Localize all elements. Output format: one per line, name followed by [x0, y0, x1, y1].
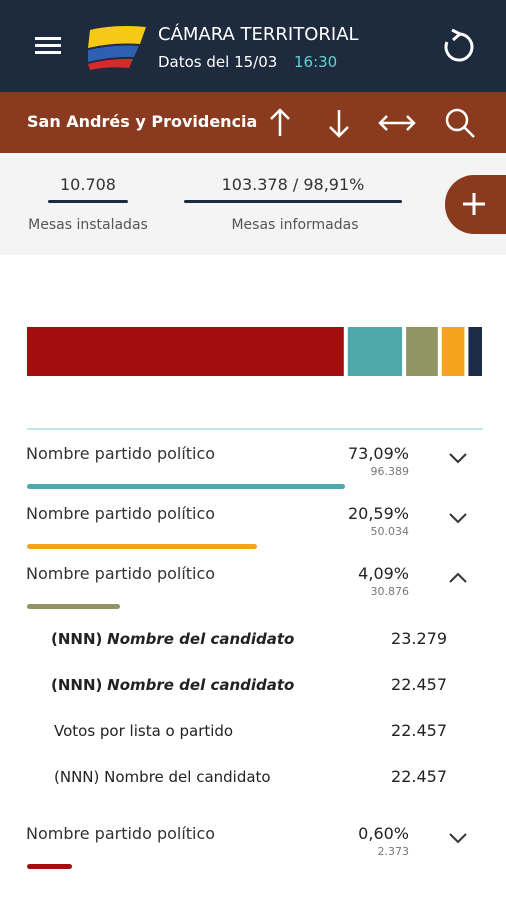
expand-toggle[interactable] [446, 450, 470, 466]
party-underline [27, 544, 257, 549]
stat-rule [48, 200, 128, 203]
summary-bar [27, 327, 482, 376]
time-label: 16:30 [294, 53, 338, 71]
candidate-name: (NNN) Nombre del candidato [54, 768, 271, 786]
party-underline [27, 484, 345, 489]
party-name: Nombre partido político [26, 564, 216, 583]
candidate-votes: 22.457 [391, 675, 447, 694]
expand-toggle[interactable] [446, 510, 470, 526]
add-button[interactable] [445, 175, 506, 234]
candidate-label: Nombre del candidato [107, 676, 295, 694]
candidate-label: Nombre del candidato [104, 768, 271, 786]
party-votes: 2.373 [377, 845, 410, 858]
candidate-code: (NNN) [54, 768, 100, 786]
expand-toggle[interactable] [446, 830, 470, 846]
party-underline [27, 604, 120, 609]
candidate-name: (NNN) Nombre del candidato [51, 630, 294, 648]
candidate-code: (NNN) [51, 676, 103, 694]
party-name: Nombre partido político [26, 444, 216, 463]
candidate-code: (NNN) [51, 630, 103, 648]
party-underline [27, 864, 72, 869]
region-selector[interactable]: San Andrés y Providencia [27, 112, 258, 131]
candidate-votes: 23.279 [391, 629, 447, 648]
party-votes: 30.876 [370, 585, 410, 598]
party-votes: 50.034 [370, 525, 410, 538]
toolbar-icons[interactable] [266, 106, 496, 140]
stat-value: 10.708 [60, 175, 116, 194]
stat-label: Mesas instaladas [28, 217, 148, 233]
party-percent: 20,59% [347, 504, 409, 523]
candidate-label: Votos por lista o partido [54, 722, 234, 740]
bar-segment [441, 327, 465, 376]
party-list: Nombre partido político 73,09% 96.389 Nombr… [0, 430, 506, 900]
candidate-name: (NNN) Nombre del candidato [51, 676, 294, 694]
app-title: CÁMARA TERRITORIAL [158, 24, 359, 45]
bar-segment [468, 327, 482, 376]
party-percent: 4,09% [358, 564, 409, 583]
stat-value: 103.378 / 98,91% [221, 175, 365, 194]
stat-rule [184, 200, 402, 203]
candidate-votes: 22.457 [391, 767, 447, 786]
toolbar: San Andrés y Providencia [0, 92, 506, 153]
candidate-votes: 22.457 [391, 721, 447, 740]
party-percent: 73,09% [347, 444, 409, 463]
date-label: Datos del 15/03 [158, 53, 278, 71]
party-name: Nombre partido político [26, 504, 216, 523]
bar-segment [347, 327, 403, 376]
menu-icon[interactable] [32, 34, 64, 58]
party-percent: 0,60% [358, 824, 409, 843]
party-votes: 96.389 [370, 465, 410, 478]
candidate-name: Votos por lista o partido [54, 722, 233, 740]
divider [27, 428, 483, 430]
header: CÁMARA TERRITORIAL Datos del 15/03 16:30 [0, 0, 506, 92]
stats-panel: 10.708 Mesas instaladas 103.378 / 98,91%… [0, 153, 506, 255]
candidate-label: Nombre del candidato [107, 630, 295, 648]
refresh-button[interactable] [440, 28, 478, 66]
bar-segment [406, 327, 438, 376]
expand-toggle[interactable] [446, 570, 470, 586]
bar-segment [27, 327, 344, 376]
logo [88, 26, 146, 70]
party-name: Nombre partido político [26, 824, 216, 843]
stat-label: Mesas informadas [231, 217, 359, 233]
